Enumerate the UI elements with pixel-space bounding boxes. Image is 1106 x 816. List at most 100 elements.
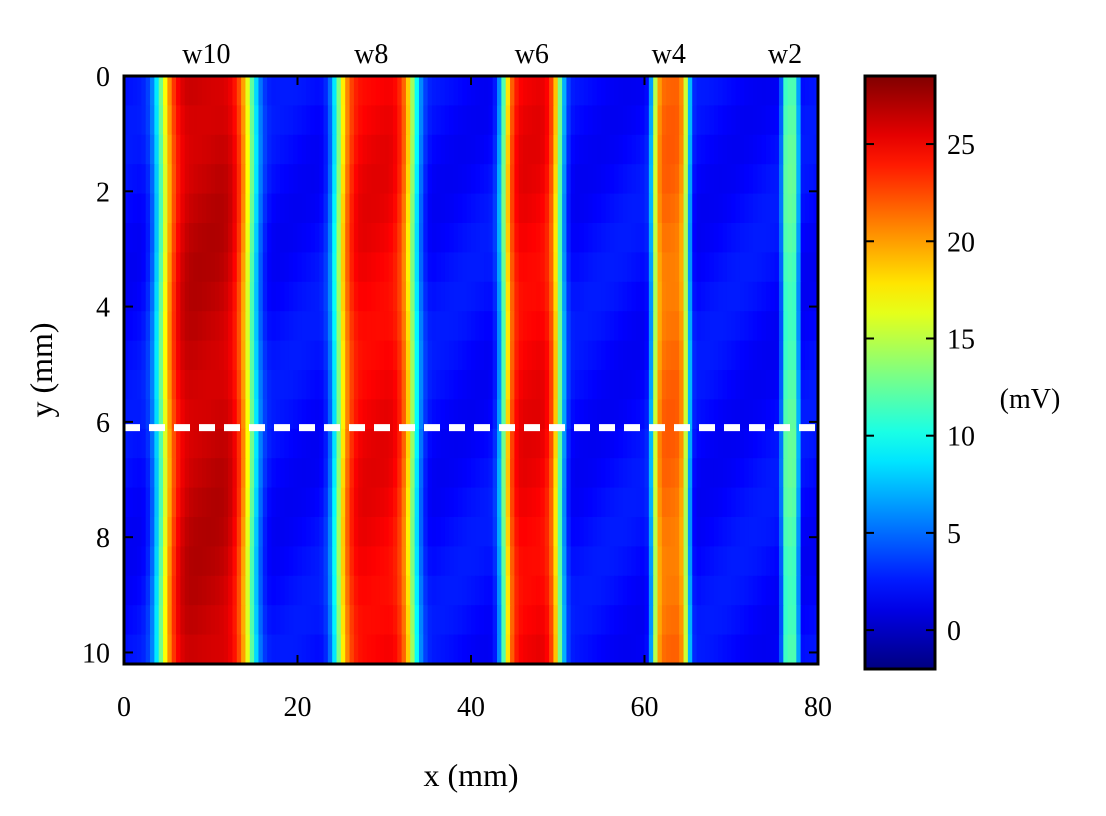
heatmap-cell	[258, 134, 264, 165]
heatmap-cell	[306, 193, 312, 224]
heatmap-cell	[544, 487, 550, 518]
heatmap-cell	[423, 370, 429, 400]
heatmap-cell	[687, 517, 693, 547]
heatmap-cell	[249, 340, 255, 371]
heatmap-cell	[722, 428, 728, 459]
heatmap-cell	[674, 428, 680, 459]
heatmap-cell	[575, 428, 581, 459]
heatmap-cell	[280, 311, 286, 342]
heatmap-cell	[544, 605, 550, 636]
heatmap-cell	[336, 605, 342, 636]
heatmap-cell	[202, 311, 208, 342]
heatmap-cell	[332, 487, 338, 518]
heatmap-cell	[553, 311, 559, 342]
heatmap-cell	[323, 340, 329, 371]
heatmap-cell	[280, 340, 286, 371]
heatmap-cell	[705, 193, 711, 224]
heatmap-cell	[540, 164, 546, 195]
heatmap-cell	[340, 105, 346, 136]
heatmap-cell	[536, 76, 541, 106]
heatmap-cell	[193, 134, 199, 165]
heatmap-cell	[323, 428, 329, 459]
heatmap-cell	[679, 370, 685, 400]
heatmap-cell	[206, 164, 212, 195]
heatmap-cell	[405, 223, 411, 253]
heatmap-cell	[388, 223, 394, 253]
heatmap-cell	[254, 311, 260, 342]
heatmap-cell	[588, 340, 594, 371]
heatmap-cell	[635, 193, 641, 224]
heatmap-cell	[462, 634, 468, 664]
heatmap-cell	[774, 311, 780, 342]
heatmap-cell	[661, 193, 667, 224]
heatmap-cell	[280, 134, 286, 165]
heatmap-cell	[809, 428, 815, 459]
heatmap-cell	[674, 281, 680, 312]
heatmap-cell	[323, 605, 329, 636]
heatmap-cell	[609, 605, 615, 636]
heatmap-cell	[809, 311, 815, 342]
heatmap-cell	[466, 487, 472, 518]
heatmap-cell	[163, 370, 168, 400]
heatmap-cell	[804, 370, 810, 400]
heatmap-cell	[735, 575, 741, 606]
heatmap-cell	[275, 399, 281, 430]
heatmap-cell	[670, 134, 676, 165]
heatmap-cell	[189, 605, 194, 636]
heatmap-cell	[605, 311, 611, 342]
heatmap-cell	[796, 458, 802, 489]
heatmap-cell	[297, 252, 303, 283]
heatmap-cell	[765, 76, 771, 106]
heatmap-cell	[700, 134, 706, 165]
heatmap-cell	[809, 252, 815, 283]
heatmap-cell	[275, 252, 281, 283]
heatmap-cell	[657, 252, 663, 283]
heatmap-cell	[523, 193, 528, 224]
heatmap-cell	[614, 311, 620, 342]
heatmap-cell	[249, 428, 255, 459]
heatmap-cell	[674, 223, 680, 253]
heatmap-cell	[774, 575, 780, 606]
heatmap-cell	[484, 193, 489, 224]
heatmap-cell	[739, 399, 745, 430]
heatmap-cell	[366, 458, 372, 489]
heatmap-cell	[566, 252, 572, 283]
heatmap-cell	[280, 164, 286, 195]
heatmap-cell	[349, 105, 355, 136]
heatmap-cell	[401, 164, 407, 195]
heatmap-cell	[397, 370, 403, 400]
heatmap-cell	[692, 458, 698, 489]
heatmap-cell	[518, 105, 524, 136]
heatmap-cell	[236, 105, 242, 136]
heatmap-cell	[154, 134, 160, 165]
heatmap-cell	[540, 193, 546, 224]
heatmap-cell	[657, 634, 663, 664]
heatmap-cell	[128, 458, 134, 489]
heatmap-cell	[622, 428, 628, 459]
heatmap-cell	[748, 634, 754, 664]
heatmap-cell	[809, 487, 815, 518]
heatmap-cell	[484, 487, 489, 518]
heatmap-cell	[791, 252, 797, 283]
heatmap-cell	[310, 605, 316, 636]
heatmap-cell	[748, 605, 754, 636]
heatmap-cell	[488, 575, 494, 606]
heatmap-cell	[505, 605, 511, 636]
heatmap-cell	[804, 76, 810, 106]
heatmap-cell	[752, 281, 758, 312]
heatmap-cell	[700, 105, 706, 136]
heatmap-cell	[431, 281, 437, 312]
heatmap-cell	[757, 458, 763, 489]
heatmap-cell	[401, 546, 407, 577]
heatmap-cell	[267, 311, 273, 342]
heatmap-cell	[418, 134, 424, 165]
heatmap-cell	[718, 252, 724, 283]
heatmap-cell	[427, 546, 433, 577]
heatmap-cell	[453, 487, 459, 518]
heatmap-cell	[176, 517, 181, 547]
heatmap-cell	[692, 517, 698, 547]
heatmap-cell	[627, 458, 633, 489]
heatmap-cell	[293, 340, 299, 371]
heatmap-cell	[644, 223, 650, 253]
heatmap-cell	[345, 281, 351, 312]
